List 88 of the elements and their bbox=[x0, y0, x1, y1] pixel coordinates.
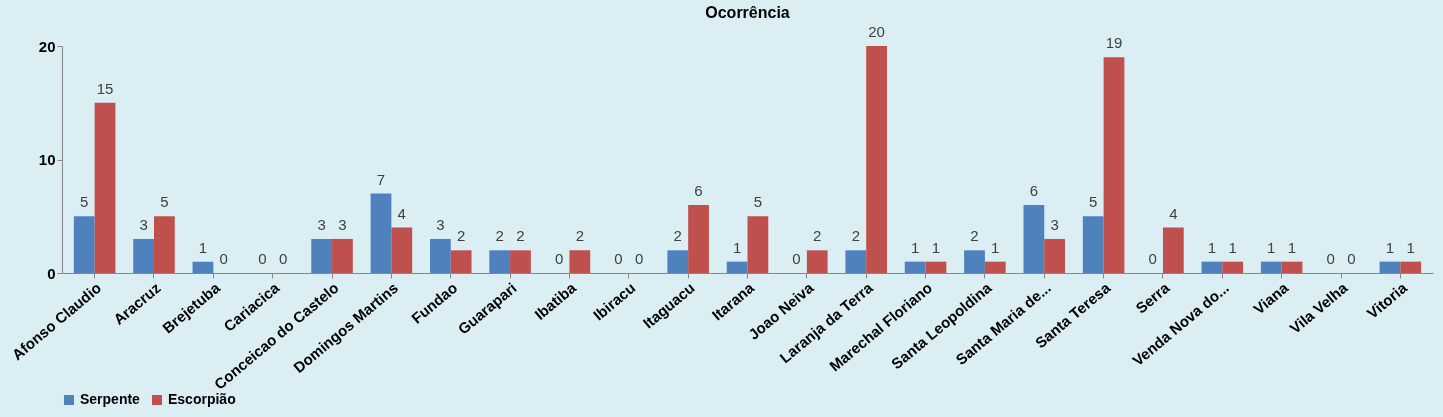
data-label: 5 bbox=[160, 193, 169, 211]
y-tick-label: 20 bbox=[38, 37, 56, 55]
bar bbox=[94, 102, 116, 273]
y-tick-label: 10 bbox=[38, 151, 56, 168]
data-label: 0 bbox=[1347, 250, 1356, 267]
data-label: 1 bbox=[1267, 238, 1276, 256]
bar bbox=[964, 250, 985, 273]
bar bbox=[1044, 238, 1066, 273]
data-label: 3 bbox=[436, 215, 445, 233]
bar bbox=[489, 250, 511, 273]
legend-label: Escorpião bbox=[168, 391, 236, 407]
data-label: 0 bbox=[635, 250, 644, 267]
bar bbox=[1400, 261, 1422, 273]
data-label: 2 bbox=[970, 227, 979, 245]
bar bbox=[391, 227, 413, 273]
bar bbox=[904, 261, 926, 273]
data-label: 0 bbox=[554, 250, 564, 267]
bar bbox=[1201, 261, 1223, 273]
data-label: 6 bbox=[1029, 181, 1039, 199]
bar bbox=[192, 261, 214, 273]
data-label: 2 bbox=[495, 227, 504, 245]
bar bbox=[1082, 216, 1104, 273]
data-label: 1 bbox=[1385, 238, 1395, 256]
data-label: 1 bbox=[1287, 238, 1297, 256]
bar bbox=[806, 250, 828, 273]
data-label: 3 bbox=[317, 215, 326, 233]
bar bbox=[866, 46, 887, 273]
bar bbox=[747, 216, 769, 273]
data-label: 1 bbox=[991, 238, 1000, 256]
bar bbox=[1103, 57, 1125, 273]
bar bbox=[1222, 261, 1244, 273]
bar bbox=[1379, 261, 1401, 273]
bar bbox=[1023, 204, 1045, 273]
legend-label: Serpente bbox=[80, 391, 141, 407]
bar bbox=[925, 261, 947, 273]
data-label: 4 bbox=[1169, 204, 1178, 222]
data-label: 0 bbox=[614, 250, 623, 267]
bar bbox=[1260, 261, 1282, 273]
data-label: 1 bbox=[198, 238, 208, 256]
bar bbox=[688, 204, 709, 273]
bar bbox=[667, 250, 689, 273]
data-label: 5 bbox=[1089, 193, 1098, 211]
data-label: 7 bbox=[376, 170, 386, 188]
data-label: 1 bbox=[1207, 238, 1217, 256]
data-label: 3 bbox=[1050, 215, 1059, 233]
data-label: 0 bbox=[278, 250, 288, 267]
chart-title: Ocorrência bbox=[705, 4, 790, 21]
data-label: 4 bbox=[397, 204, 406, 222]
data-label: 2 bbox=[851, 227, 860, 245]
data-label: 3 bbox=[338, 215, 347, 233]
data-label: 0 bbox=[1148, 250, 1157, 267]
bar bbox=[429, 238, 451, 273]
bar bbox=[311, 238, 333, 273]
data-label: 2 bbox=[575, 227, 585, 245]
data-label: 5 bbox=[80, 193, 89, 211]
bar bbox=[1162, 227, 1184, 273]
bar bbox=[845, 250, 867, 273]
data-label: 20 bbox=[868, 23, 885, 40]
data-label: 15 bbox=[96, 79, 114, 97]
data-label: 2 bbox=[456, 227, 466, 245]
bar bbox=[726, 261, 748, 273]
data-label: 2 bbox=[516, 227, 525, 245]
data-label: 1 bbox=[931, 238, 941, 256]
data-label: 2 bbox=[813, 227, 822, 245]
data-label: 1 bbox=[732, 238, 742, 256]
bar bbox=[450, 250, 472, 273]
data-label: 3 bbox=[139, 215, 148, 233]
bar bbox=[73, 216, 95, 273]
bar bbox=[1281, 261, 1303, 273]
data-label: 6 bbox=[694, 181, 703, 199]
data-label: 5 bbox=[753, 193, 763, 211]
y-tick-label: 0 bbox=[47, 264, 56, 282]
bar bbox=[153, 216, 175, 273]
bar bbox=[510, 250, 531, 273]
data-label: 0 bbox=[219, 250, 228, 267]
data-label: 1 bbox=[1406, 238, 1415, 256]
bar bbox=[133, 238, 154, 273]
data-label: 19 bbox=[1105, 34, 1123, 52]
data-label: 2 bbox=[673, 227, 682, 245]
data-label: 0 bbox=[1326, 250, 1335, 267]
data-label: 0 bbox=[258, 250, 267, 267]
data-label: 1 bbox=[1228, 238, 1237, 256]
bar bbox=[984, 261, 1006, 273]
bar bbox=[370, 193, 392, 273]
bar bbox=[332, 238, 353, 273]
data-label: 0 bbox=[792, 250, 801, 267]
bar bbox=[569, 250, 591, 273]
data-label: 1 bbox=[910, 238, 920, 256]
